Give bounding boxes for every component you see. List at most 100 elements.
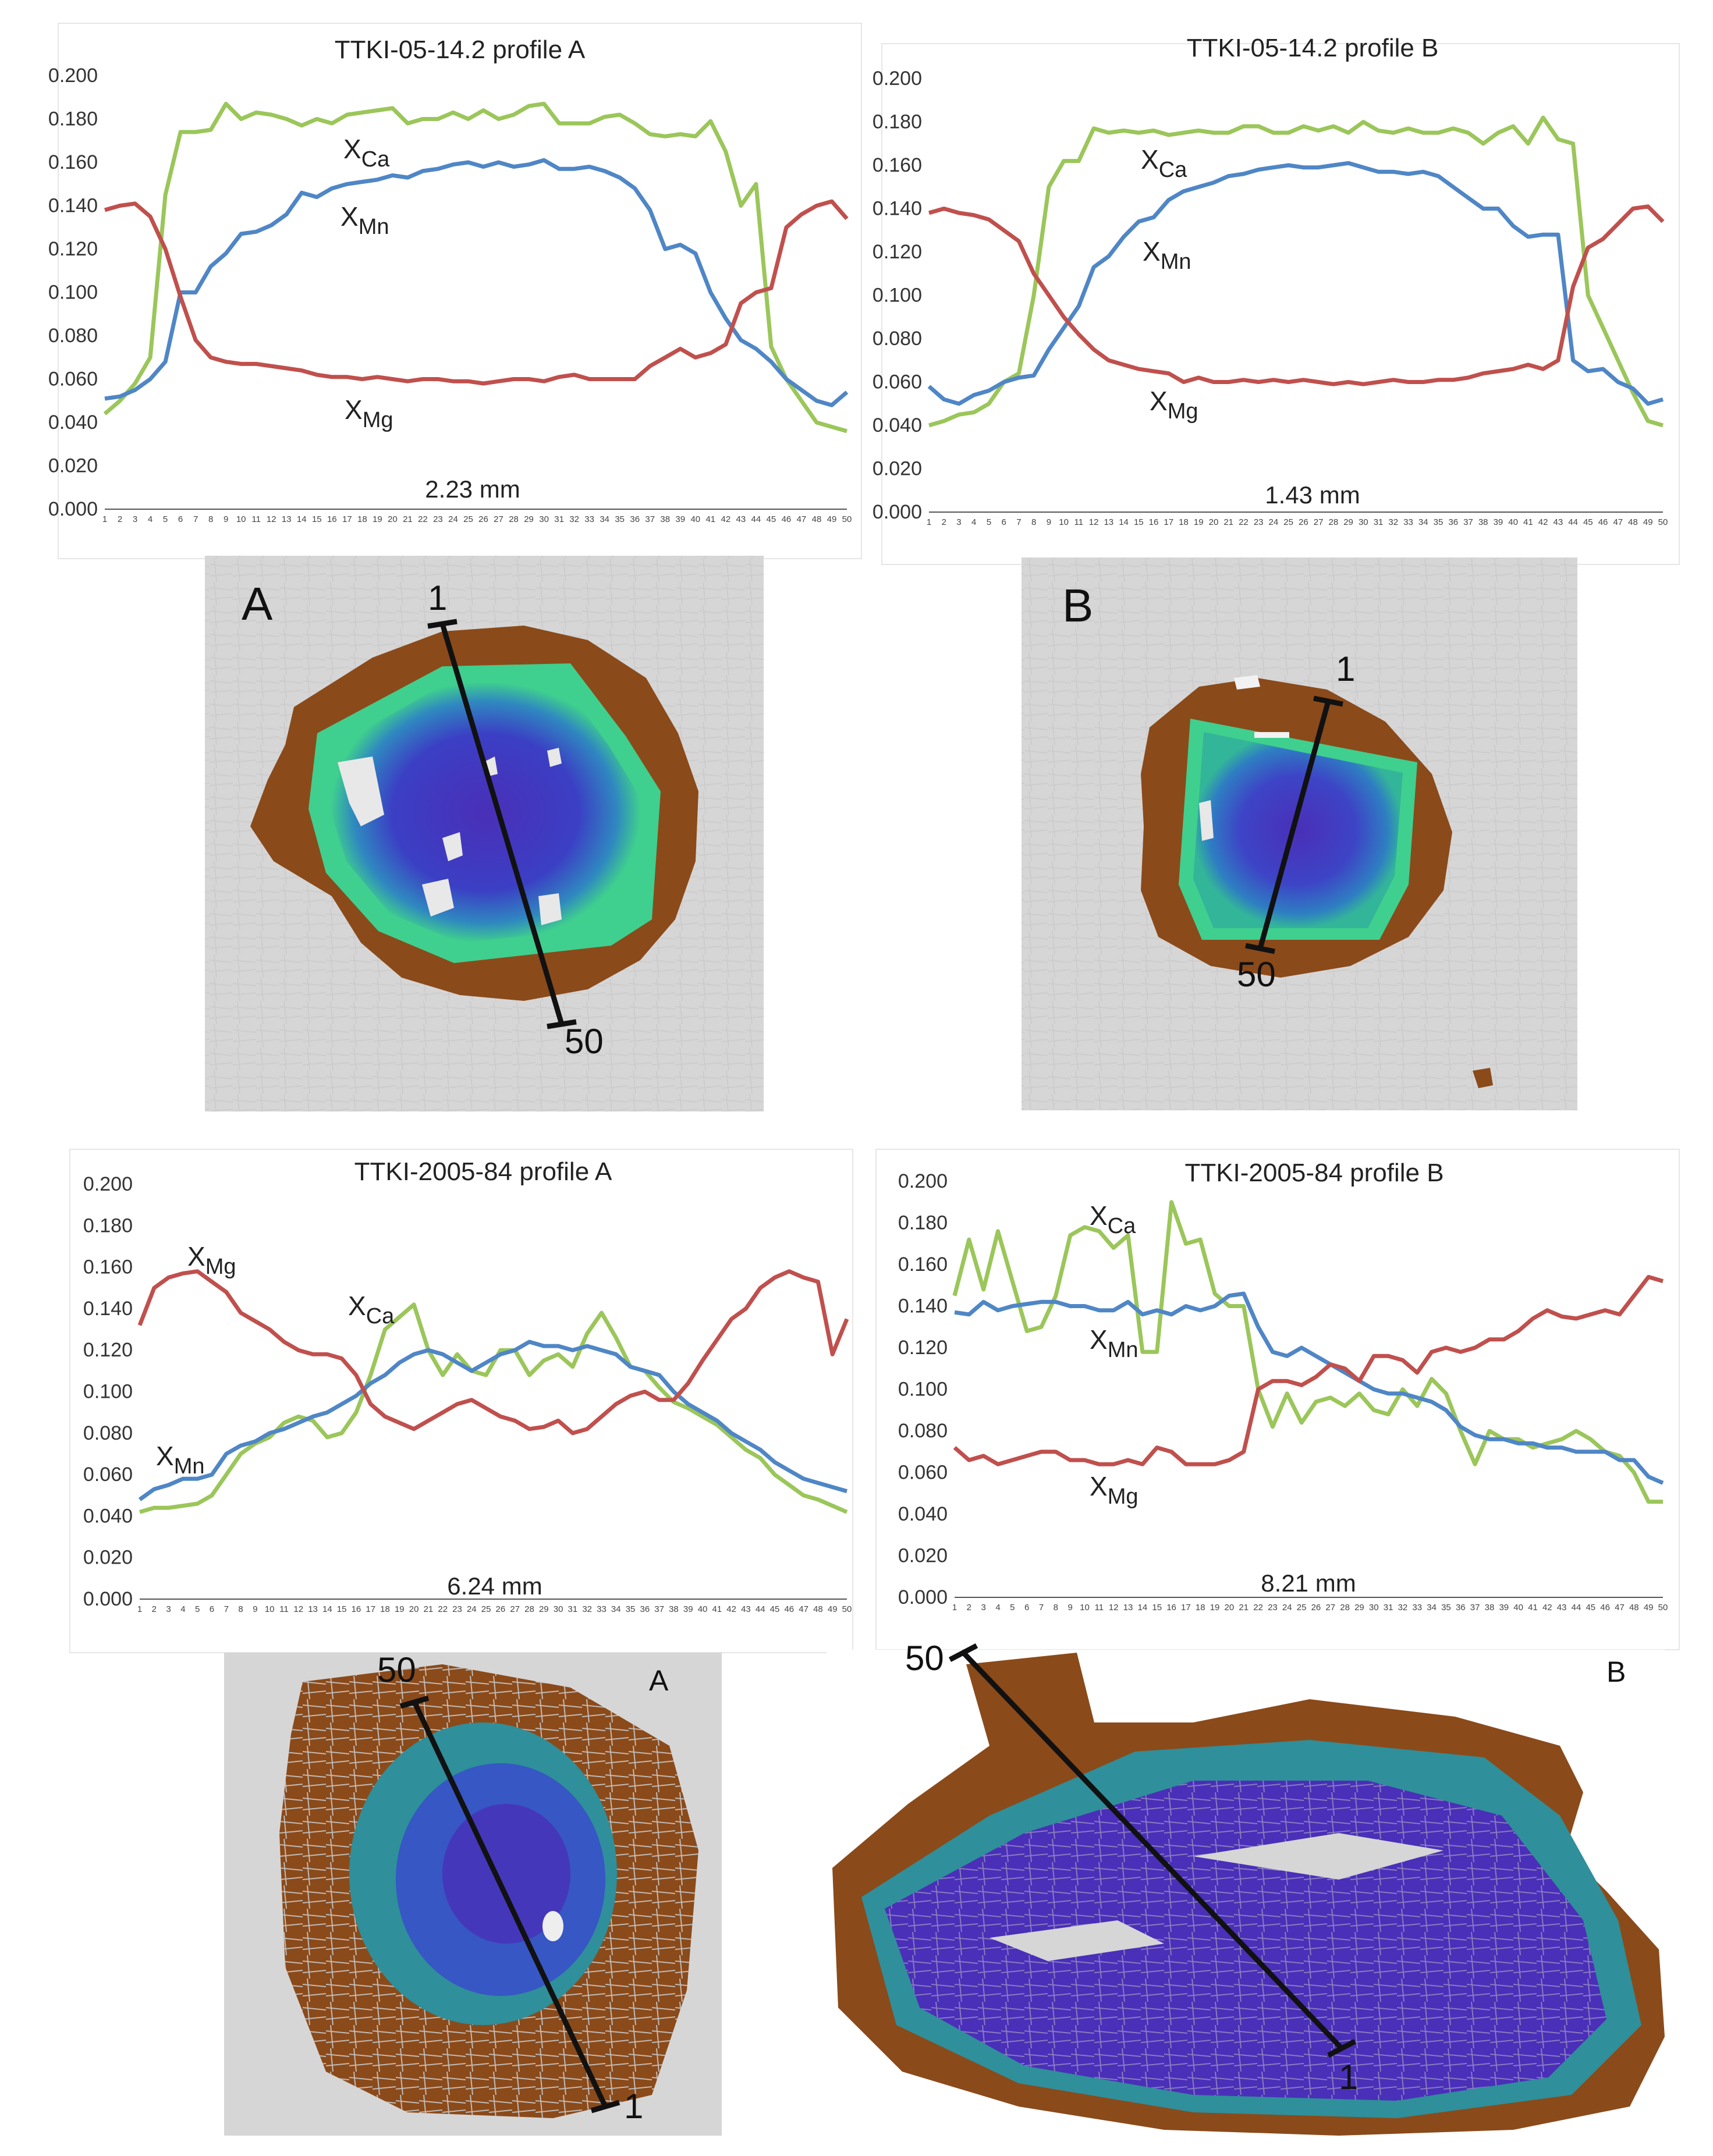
x-tick-label: 27 [494, 514, 503, 524]
x-tick-label: 21 [403, 514, 413, 524]
chart-4-xmn-sub: Mn [1108, 1338, 1139, 1362]
x-tick-label: 25 [481, 1604, 491, 1614]
chart-2-xmn-x: X [1143, 236, 1161, 267]
x-tick-label: 7 [193, 514, 198, 524]
x-tick-label: 1 [952, 1603, 957, 1612]
garnet-map-05-14-b: B 1 50 [1022, 557, 1577, 1110]
x-tick-label: 1 [927, 517, 931, 527]
chart-2-distance-label: 1.43 mm [1265, 481, 1360, 509]
panel-label: A [649, 1664, 669, 1697]
x-tick-label: 9 [253, 1604, 257, 1614]
x-tick-label: 20 [388, 514, 398, 524]
x-tick-label: 23 [433, 514, 443, 524]
x-tick-label: 16 [1166, 1603, 1176, 1612]
x-tick-label: 20 [1209, 517, 1219, 527]
x-tick-label: 13 [282, 514, 292, 524]
x-tick-label: 31 [1384, 1603, 1393, 1612]
chart-1-xmn-label: XMn [341, 201, 389, 239]
garnet-map-05-14-a: A 1 50 [205, 556, 764, 1111]
series-line-xmn [138, 1340, 847, 1501]
y-tick-label: 0.000 [83, 1588, 133, 1610]
x-tick-label: 37 [654, 1604, 664, 1614]
gap [1193, 1833, 1444, 1880]
y-tick-label: 0.000 [873, 501, 922, 523]
y-tick-label: 0.080 [83, 1422, 133, 1444]
x-tick-label: 49 [1644, 1603, 1654, 1612]
x-tick-label: 21 [424, 1604, 434, 1614]
chart-4-xmn-x: X [1090, 1324, 1108, 1355]
x-tick-label: 44 [751, 514, 761, 524]
x-tick-label: 40 [690, 514, 700, 524]
x-tick-label: 18 [1179, 517, 1189, 527]
x-tick-label: 33 [1412, 1603, 1422, 1612]
x-tick-label: 48 [1629, 1603, 1639, 1612]
chart-4-xca-x: X [1090, 1200, 1108, 1231]
profile-start-label: 50 [905, 1639, 944, 1678]
y-tick-label: 0.100 [83, 1381, 133, 1403]
series-line-xmg [104, 199, 849, 386]
x-tick-label: 33 [584, 514, 594, 524]
x-tick-label: 12 [1089, 517, 1099, 527]
x-tick-label: 10 [265, 1604, 275, 1614]
x-tick-label: 16 [327, 514, 337, 524]
x-tick-label: 15 [1152, 1603, 1162, 1612]
x-tick-label: 35 [1434, 517, 1444, 527]
x-tick-label: 34 [1427, 1603, 1437, 1612]
x-tick-label: 19 [1194, 517, 1204, 527]
y-tick-label: 0.160 [873, 154, 922, 176]
x-tick-label: 2 [942, 517, 946, 527]
x-tick-label: 7 [1039, 1603, 1044, 1612]
panel-label: B [1062, 580, 1093, 631]
x-tick-label: 10 [1080, 1603, 1090, 1612]
x-tick-label: 7 [1016, 517, 1021, 527]
profile-end-cap [1327, 2039, 1357, 2058]
x-tick-label: 49 [1643, 517, 1653, 527]
chart-4-frame [875, 1149, 1680, 1650]
x-tick-label: 15 [337, 1604, 347, 1614]
x-tick-label: 43 [736, 514, 746, 524]
x-tick-label: 31 [568, 1604, 578, 1614]
chart-2-xmg-label: XMg [1150, 386, 1198, 424]
profile-line [412, 1701, 608, 2108]
x-tick-label: 5 [1010, 1603, 1015, 1612]
x-tick-label: 4 [180, 1604, 185, 1614]
x-tick-label: 47 [799, 1604, 808, 1614]
chart-1-plot: 0.000 0.020 0.040 0.060 0.080 0.100 0.120 0.140… [48, 65, 852, 524]
x-tick-label: 3 [956, 517, 961, 527]
x-tick-label: 45 [770, 1604, 780, 1614]
chart-3-xca-x: X [348, 1291, 366, 1321]
profile-line [439, 623, 565, 1025]
x-tick-label: 50 [1658, 1603, 1668, 1612]
x-tick-label: 15 [1134, 517, 1144, 527]
y-tick-label: 0.180 [48, 108, 98, 130]
x-tick-label: 50 [842, 1604, 852, 1614]
profile-end-cap [590, 2100, 620, 2114]
x-tick-label: 45 [1586, 1603, 1595, 1612]
x-tick-label: 2 [967, 1603, 971, 1612]
x-tick-label: 11 [251, 514, 261, 524]
x-tick-label: 33 [597, 1604, 607, 1614]
y-tick-label: 0.020 [898, 1545, 948, 1567]
x-tick-label: 24 [1282, 1603, 1292, 1612]
x-tick-label: 30 [1359, 517, 1368, 527]
profile-start-cap [1313, 695, 1343, 707]
inclusion [338, 756, 384, 826]
chart-3-xmg-label: XMg [187, 1241, 236, 1279]
x-tick-label: 4 [995, 1603, 1000, 1612]
chart-2-xmn-label: XMn [1143, 236, 1191, 274]
x-tick-label: 18 [1196, 1603, 1205, 1612]
x-tick-label: 40 [1513, 1603, 1523, 1612]
x-tick-label: 38 [669, 1604, 679, 1614]
garnet-core [1193, 732, 1403, 928]
x-tick-label: 25 [463, 514, 473, 524]
series-line-xca [928, 115, 1664, 428]
x-tick-label: 26 [496, 1604, 506, 1614]
x-tick-label: 20 [409, 1604, 419, 1614]
garnet-core [331, 682, 640, 943]
x-tick-label: 28 [509, 514, 519, 524]
x-tick-label: 40 [1508, 517, 1518, 527]
chart-3-xca-label: XCa [348, 1291, 395, 1329]
x-tick-label: 49 [828, 1604, 838, 1614]
series-line-xmg [953, 1274, 1664, 1466]
series-line-xca [103, 101, 847, 434]
